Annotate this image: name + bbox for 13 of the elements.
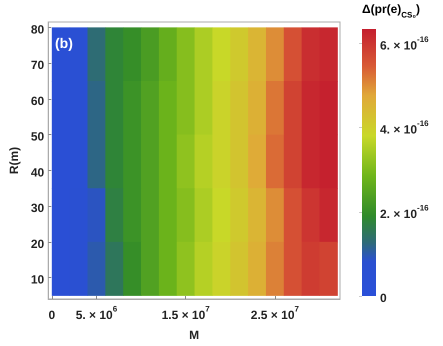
y-tick-label: 80 — [30, 22, 45, 36]
y-axis-title: R(m) — [7, 146, 21, 174]
x-axis-title: M — [189, 328, 200, 342]
x-tick-label: 0 — [48, 308, 56, 322]
y-tick-label: 60 — [30, 94, 45, 108]
annotation: (b) — [55, 35, 73, 51]
color-bar-label: 0 — [380, 291, 387, 305]
y-tick-label: 30 — [30, 201, 45, 216]
y-tick-label: 10 — [30, 272, 45, 287]
y-tick-label: 40 — [30, 165, 45, 180]
y-tick-label: 70 — [30, 58, 45, 72]
y-tick-label: 20 — [30, 236, 45, 251]
y-tick-label: 50 — [30, 130, 45, 144]
